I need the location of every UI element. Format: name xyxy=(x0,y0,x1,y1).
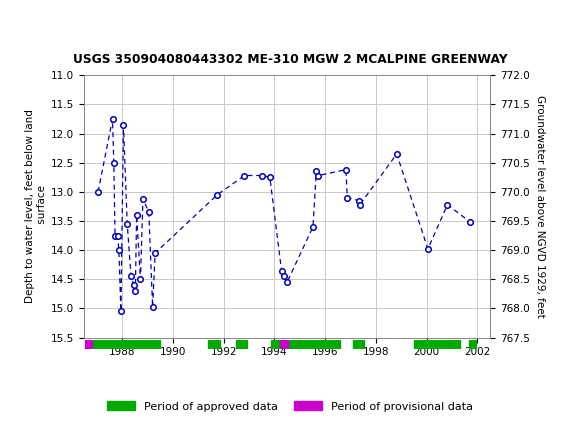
Bar xyxy=(236,340,247,349)
Bar xyxy=(271,340,280,349)
Legend: Period of approved data, Period of provisional data: Period of approved data, Period of provi… xyxy=(103,397,477,416)
Y-axis label: Depth to water level, feet below land
 surface: Depth to water level, feet below land su… xyxy=(26,110,47,303)
Bar xyxy=(90,340,160,349)
Bar xyxy=(288,340,340,349)
Bar xyxy=(280,340,288,349)
Bar xyxy=(353,340,364,349)
Text: USGS 350904080443302 ME-310 MGW 2 MCALPINE GREENWAY: USGS 350904080443302 ME-310 MGW 2 MCALPI… xyxy=(72,53,508,66)
Bar xyxy=(85,340,92,349)
Text: ▤ USGS: ▤ USGS xyxy=(10,10,83,28)
Bar xyxy=(414,340,460,349)
Y-axis label: Groundwater level above NGVD 1929, feet: Groundwater level above NGVD 1929, feet xyxy=(535,95,545,318)
Bar xyxy=(208,340,220,349)
Bar xyxy=(469,340,476,349)
